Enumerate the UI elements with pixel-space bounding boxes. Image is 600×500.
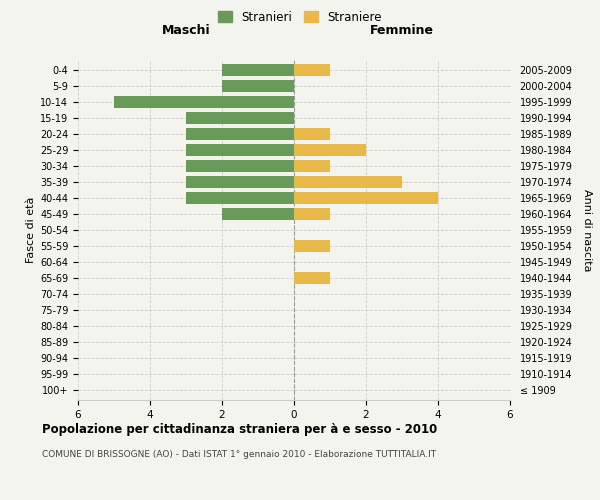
Bar <box>222 208 294 220</box>
Bar <box>222 80 294 92</box>
Bar <box>294 144 366 156</box>
Bar <box>186 112 294 124</box>
Bar <box>294 192 438 204</box>
Bar <box>186 144 294 156</box>
Bar <box>114 96 294 108</box>
Bar <box>294 128 330 140</box>
Legend: Stranieri, Straniere: Stranieri, Straniere <box>213 6 387 28</box>
Y-axis label: Fasce di età: Fasce di età <box>26 197 36 263</box>
Bar <box>186 192 294 204</box>
Bar <box>222 64 294 76</box>
Bar <box>186 160 294 172</box>
Text: Femmine: Femmine <box>370 24 434 38</box>
Text: COMUNE DI BRISSOGNE (AO) - Dati ISTAT 1° gennaio 2010 - Elaborazione TUTTITALIA.: COMUNE DI BRISSOGNE (AO) - Dati ISTAT 1°… <box>42 450 436 459</box>
Bar <box>294 272 330 284</box>
Bar <box>294 64 330 76</box>
Text: Maschi: Maschi <box>161 24 211 38</box>
Y-axis label: Anni di nascita: Anni di nascita <box>582 188 592 271</box>
Text: Popolazione per cittadinanza straniera per à e sesso - 2010: Popolazione per cittadinanza straniera p… <box>42 422 437 436</box>
Bar <box>186 176 294 188</box>
Bar <box>186 128 294 140</box>
Bar <box>294 208 330 220</box>
Bar <box>294 160 330 172</box>
Bar <box>294 176 402 188</box>
Bar <box>294 240 330 252</box>
